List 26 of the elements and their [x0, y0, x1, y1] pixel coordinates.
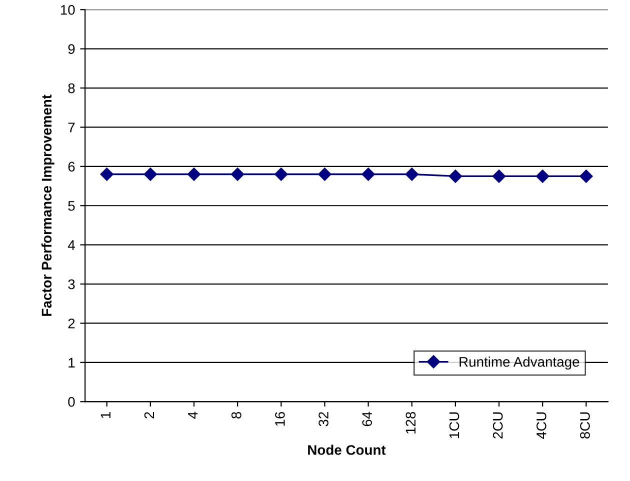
y-tick-label: 3 — [68, 279, 75, 290]
y-tick-label: 4 — [68, 240, 75, 250]
x-tick-label: 32 — [318, 412, 328, 426]
x-tick-label: 4 — [188, 412, 198, 419]
x-tick-label: 8CU — [580, 412, 590, 439]
y-tick-label: 0 — [68, 396, 75, 407]
y-tick-label: 9 — [68, 44, 75, 54]
x-tick-label: 2CU — [492, 412, 503, 438]
x-tick-label: 4CU — [536, 412, 546, 439]
x-tick-label: 2 — [144, 412, 154, 418]
y-tick-label: 2 — [68, 318, 75, 328]
x-tick-label: 128 — [406, 412, 416, 434]
y-tick-label: 1 — [68, 358, 75, 368]
y-tick-label: 10 — [60, 4, 75, 15]
y-tick-label: 5 — [68, 201, 75, 211]
x-tick-label: 64 — [362, 412, 372, 426]
y-tick-label: 7 — [68, 122, 75, 132]
y-tick-label: 8 — [68, 83, 75, 94]
x-tick-label: 1CU — [449, 412, 460, 438]
y-tick-label: 6 — [68, 162, 75, 172]
x-tick-label: 1 — [100, 412, 110, 418]
y-axis-title: Factor Performance Improvement — [41, 94, 54, 316]
x-axis-title: Node Count — [308, 444, 386, 455]
x-tick-label: 8 — [231, 412, 242, 418]
legend-label: Runtime Advantage — [460, 356, 580, 370]
x-tick-label: 16 — [275, 412, 285, 426]
